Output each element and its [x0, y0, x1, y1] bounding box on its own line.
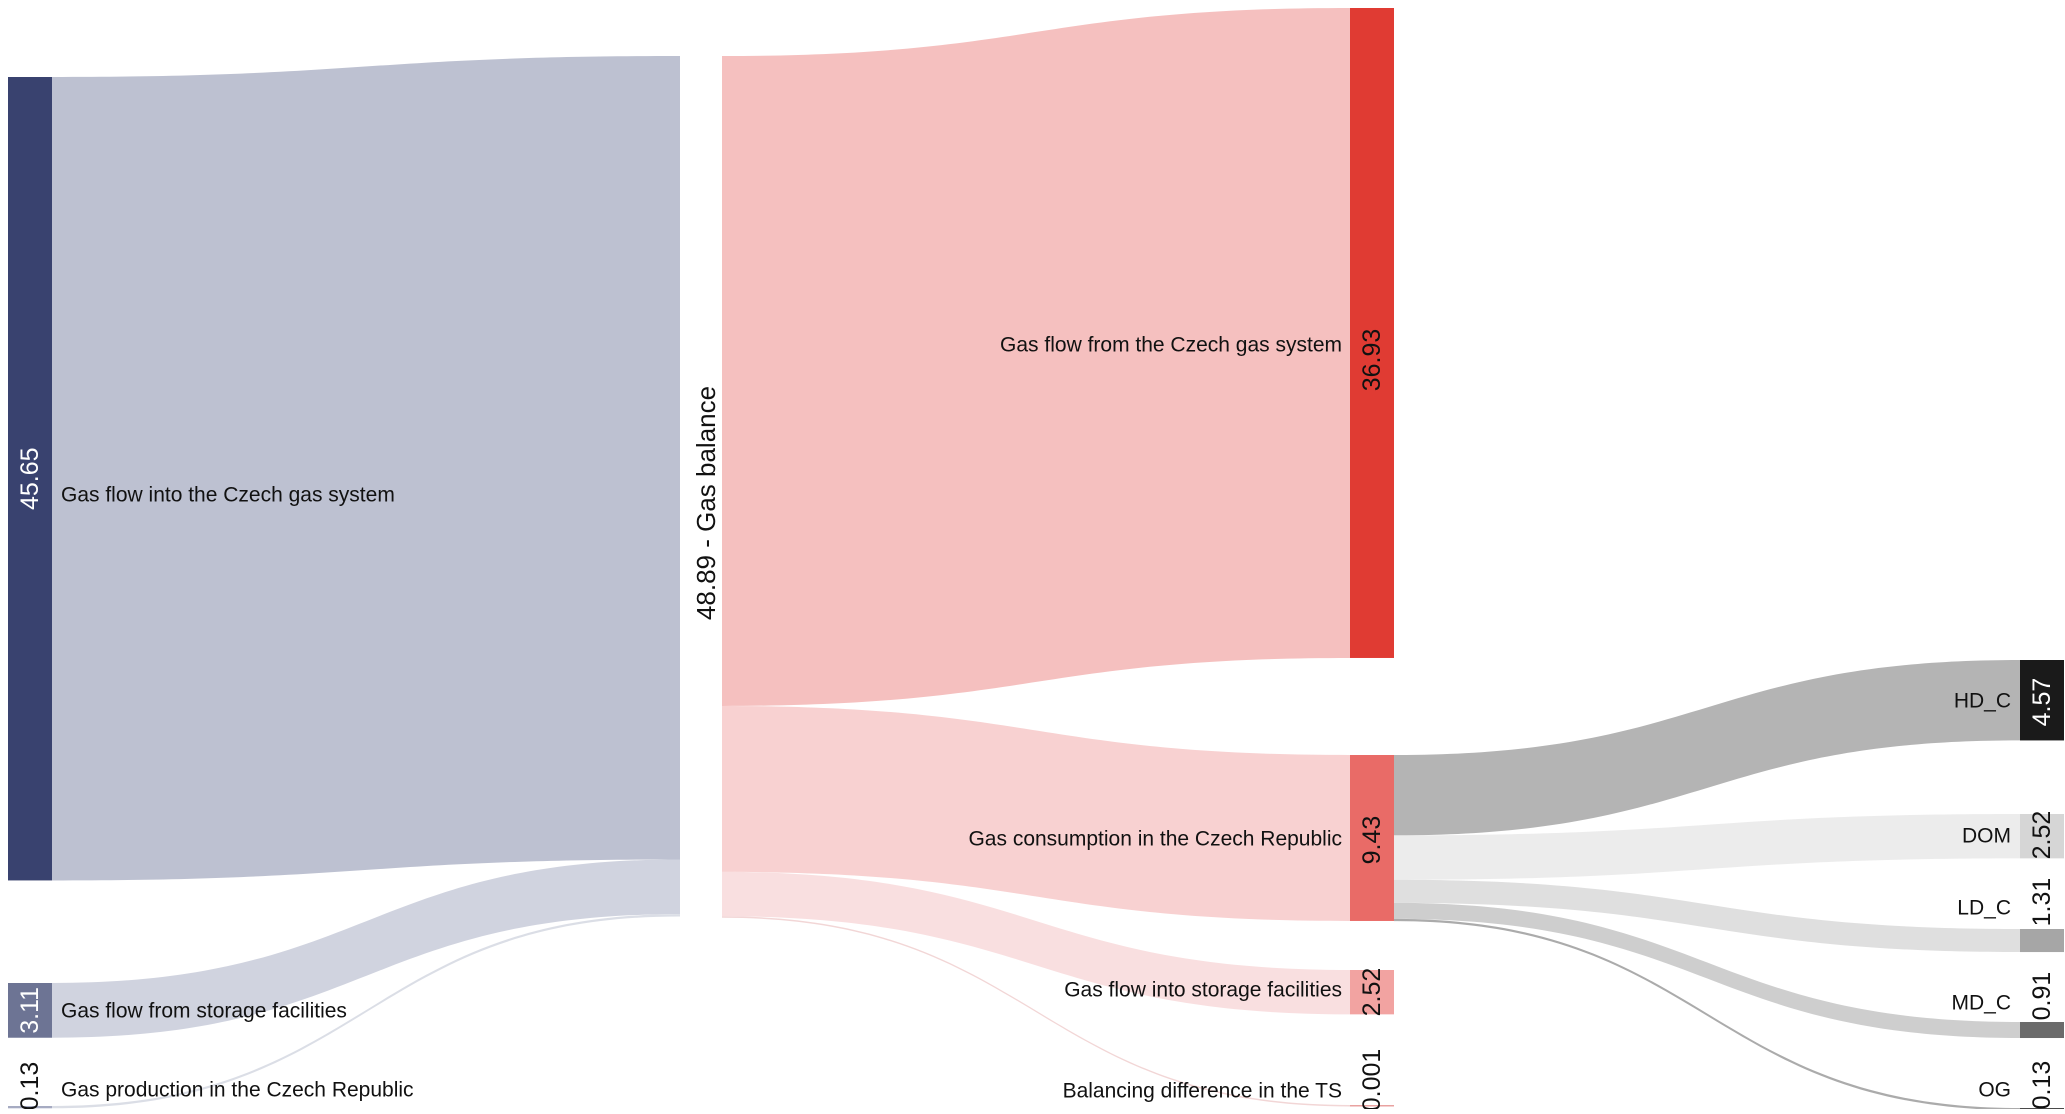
value-label-hd: 4.57	[2028, 678, 2056, 727]
node-label-storage_in: Gas flow into storage facilities	[1064, 979, 1342, 1002]
node-label-consumption: Gas consumption in the Czech Republic	[968, 828, 1342, 851]
node-label-inflow: Gas flow into the Czech gas system	[61, 484, 395, 507]
node-label-og: OG	[1978, 1079, 2011, 1102]
value-label-consumption: 9.43	[1358, 816, 1386, 865]
node-label-storage_out: Gas flow from storage facilities	[61, 1000, 347, 1023]
sankey-node-storage_out	[8, 983, 52, 1038]
sankey-node-inflow	[8, 77, 52, 881]
sankey-link-storage_out	[52, 859, 680, 1038]
value-label-balancing: 0.001	[1358, 1049, 1386, 1109]
sankey-node-dom	[2020, 814, 2064, 859]
sankey-link-storage_in	[722, 871, 1350, 1015]
sankey-node-production	[8, 1106, 52, 1109]
sankey-node-hd	[2020, 660, 2064, 741]
sankey-link-og	[1394, 918, 2020, 1111]
value-label-production: 0.13	[16, 1062, 44, 1109]
sankey-link-hd	[1394, 660, 2020, 836]
value-label-storage_in: 2.52	[1358, 968, 1386, 1017]
sankey-node-balancing	[1350, 1105, 1394, 1107]
sankey-node-ld	[2020, 929, 2064, 953]
sankey-link-ld	[1394, 879, 2020, 953]
node-label-dom: DOM	[1962, 825, 2011, 848]
sankey-link-md	[1394, 902, 2020, 1039]
sankey-node-md	[2020, 1022, 2064, 1039]
value-label-inflow: 45.65	[16, 447, 44, 510]
node-label-balancing: Balancing difference in the TS	[1063, 1080, 1342, 1103]
sankey-link-outflow	[722, 8, 1350, 706]
value-label-md: 0.91	[2028, 972, 2056, 1021]
sankey-node-consumption	[1350, 755, 1394, 921]
sankey-node-storage_in	[1350, 970, 1394, 1015]
value-label-storage_out: 3.11	[16, 987, 44, 1034]
sankey-link-consumption	[722, 705, 1350, 921]
value-label-og: 0.13	[2028, 1061, 2056, 1109]
value-label-dom: 2.52	[2028, 811, 2056, 860]
node-label-production: Gas production in the Czech Republic	[61, 1079, 414, 1102]
sankey-link-dom	[1394, 814, 2020, 880]
value-label-ld: 1.31	[2028, 878, 2056, 927]
node-label-hd: HD_C	[1954, 690, 2011, 713]
balance-node-label: 48.89 - Gas balance	[691, 386, 721, 620]
sankey-link-inflow	[52, 56, 680, 881]
sankey-link-production	[52, 914, 680, 1109]
sankey-node-outflow	[1350, 8, 1394, 658]
node-label-ld: LD_C	[1957, 897, 2011, 920]
node-label-md: MD_C	[1951, 992, 2011, 1015]
value-label-outflow: 36.93	[1358, 329, 1386, 392]
sankey-link-balancing	[722, 916, 1350, 1107]
node-label-outflow: Gas flow from the Czech gas system	[1000, 334, 1342, 357]
